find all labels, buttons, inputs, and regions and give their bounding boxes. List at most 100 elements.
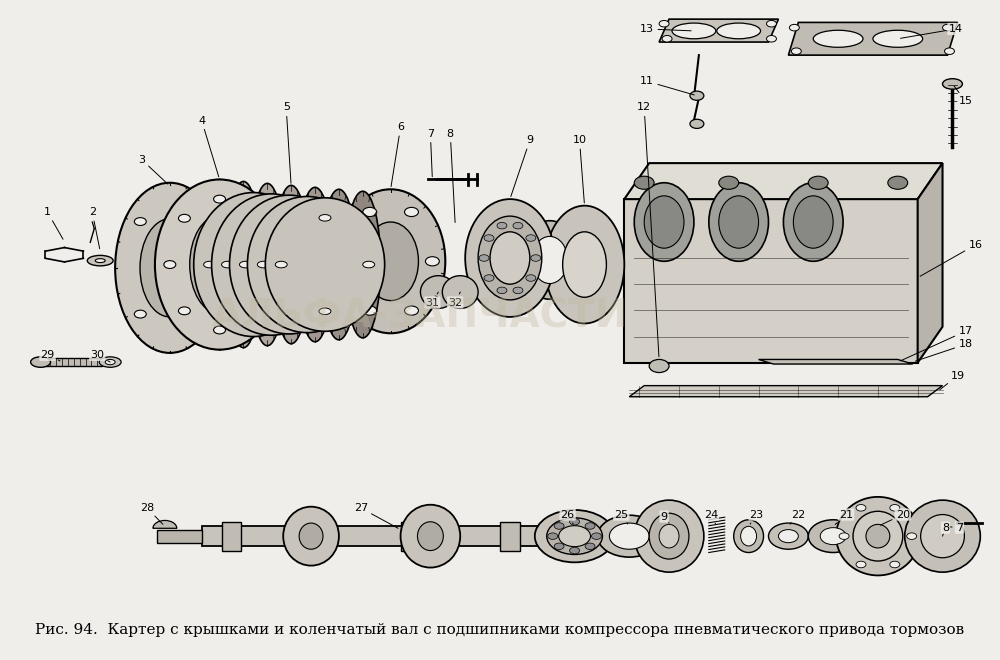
Bar	[580, 522, 599, 550]
Text: 31: 31	[425, 292, 439, 308]
Ellipse shape	[301, 214, 313, 220]
Ellipse shape	[634, 500, 704, 572]
Ellipse shape	[839, 533, 849, 539]
Ellipse shape	[265, 212, 277, 218]
Ellipse shape	[853, 512, 903, 561]
Polygon shape	[759, 360, 913, 364]
Ellipse shape	[425, 257, 439, 266]
Ellipse shape	[363, 306, 377, 315]
Ellipse shape	[247, 211, 259, 217]
Ellipse shape	[649, 513, 689, 559]
Ellipse shape	[888, 176, 908, 189]
Ellipse shape	[193, 218, 205, 226]
Ellipse shape	[709, 183, 769, 261]
Text: 30: 30	[90, 350, 110, 362]
Ellipse shape	[239, 261, 251, 268]
Ellipse shape	[907, 533, 917, 539]
Ellipse shape	[513, 222, 523, 229]
Ellipse shape	[943, 79, 962, 89]
Ellipse shape	[836, 497, 920, 576]
Ellipse shape	[856, 561, 866, 568]
Polygon shape	[918, 163, 943, 363]
Ellipse shape	[247, 197, 367, 333]
Text: 18: 18	[915, 339, 972, 361]
Ellipse shape	[115, 183, 225, 353]
Ellipse shape	[873, 30, 923, 48]
Ellipse shape	[513, 287, 523, 294]
Ellipse shape	[336, 189, 445, 333]
Ellipse shape	[345, 191, 381, 338]
Ellipse shape	[442, 276, 478, 308]
Bar	[157, 529, 202, 543]
Ellipse shape	[479, 255, 489, 261]
Ellipse shape	[497, 222, 507, 229]
Ellipse shape	[319, 308, 331, 315]
Ellipse shape	[856, 504, 866, 511]
Ellipse shape	[283, 310, 295, 316]
Ellipse shape	[363, 207, 377, 216]
Ellipse shape	[134, 310, 146, 318]
Ellipse shape	[327, 261, 339, 268]
Bar	[401, 522, 420, 550]
Text: 13: 13	[640, 24, 691, 34]
Text: 5: 5	[283, 102, 291, 183]
Ellipse shape	[299, 523, 323, 549]
Text: 14: 14	[901, 24, 963, 38]
Ellipse shape	[405, 306, 418, 315]
Ellipse shape	[190, 215, 249, 314]
Ellipse shape	[808, 520, 858, 552]
Ellipse shape	[257, 261, 269, 268]
Ellipse shape	[563, 232, 606, 297]
Ellipse shape	[214, 195, 226, 203]
Ellipse shape	[554, 523, 564, 529]
Text: 12: 12	[637, 102, 659, 356]
Ellipse shape	[890, 504, 900, 511]
Polygon shape	[624, 163, 943, 199]
Ellipse shape	[301, 309, 313, 315]
Ellipse shape	[363, 222, 418, 300]
Text: 10: 10	[573, 135, 587, 203]
Ellipse shape	[291, 261, 303, 268]
Ellipse shape	[484, 275, 494, 281]
Ellipse shape	[559, 525, 590, 546]
Bar	[301, 522, 321, 550]
Ellipse shape	[283, 213, 295, 219]
Ellipse shape	[585, 523, 595, 529]
Text: 7: 7	[945, 523, 963, 533]
Text: 4: 4	[198, 115, 219, 177]
Ellipse shape	[417, 522, 443, 550]
Ellipse shape	[808, 176, 828, 189]
Ellipse shape	[532, 236, 568, 284]
Bar	[500, 522, 520, 550]
Ellipse shape	[249, 214, 261, 222]
Ellipse shape	[659, 524, 679, 548]
Text: 11: 11	[640, 77, 694, 95]
Ellipse shape	[526, 235, 536, 242]
Ellipse shape	[99, 357, 121, 368]
Ellipse shape	[405, 207, 418, 216]
Ellipse shape	[943, 24, 952, 31]
Ellipse shape	[741, 526, 757, 546]
Ellipse shape	[778, 529, 798, 543]
Polygon shape	[659, 19, 778, 42]
Ellipse shape	[247, 312, 259, 318]
Text: 16: 16	[920, 240, 982, 277]
Text: 15: 15	[954, 86, 972, 106]
Ellipse shape	[690, 119, 704, 129]
Ellipse shape	[401, 505, 460, 568]
Ellipse shape	[734, 520, 764, 552]
Bar	[202, 526, 669, 546]
Ellipse shape	[597, 515, 661, 557]
Ellipse shape	[890, 561, 900, 568]
Ellipse shape	[554, 543, 564, 550]
Ellipse shape	[193, 310, 205, 318]
Text: 24: 24	[704, 510, 718, 524]
Ellipse shape	[31, 357, 51, 368]
Ellipse shape	[497, 287, 507, 294]
Text: 8: 8	[942, 523, 949, 536]
Ellipse shape	[263, 261, 275, 269]
Bar	[43, 358, 102, 366]
Polygon shape	[629, 385, 943, 397]
Text: 3: 3	[138, 155, 168, 184]
Ellipse shape	[95, 259, 105, 263]
